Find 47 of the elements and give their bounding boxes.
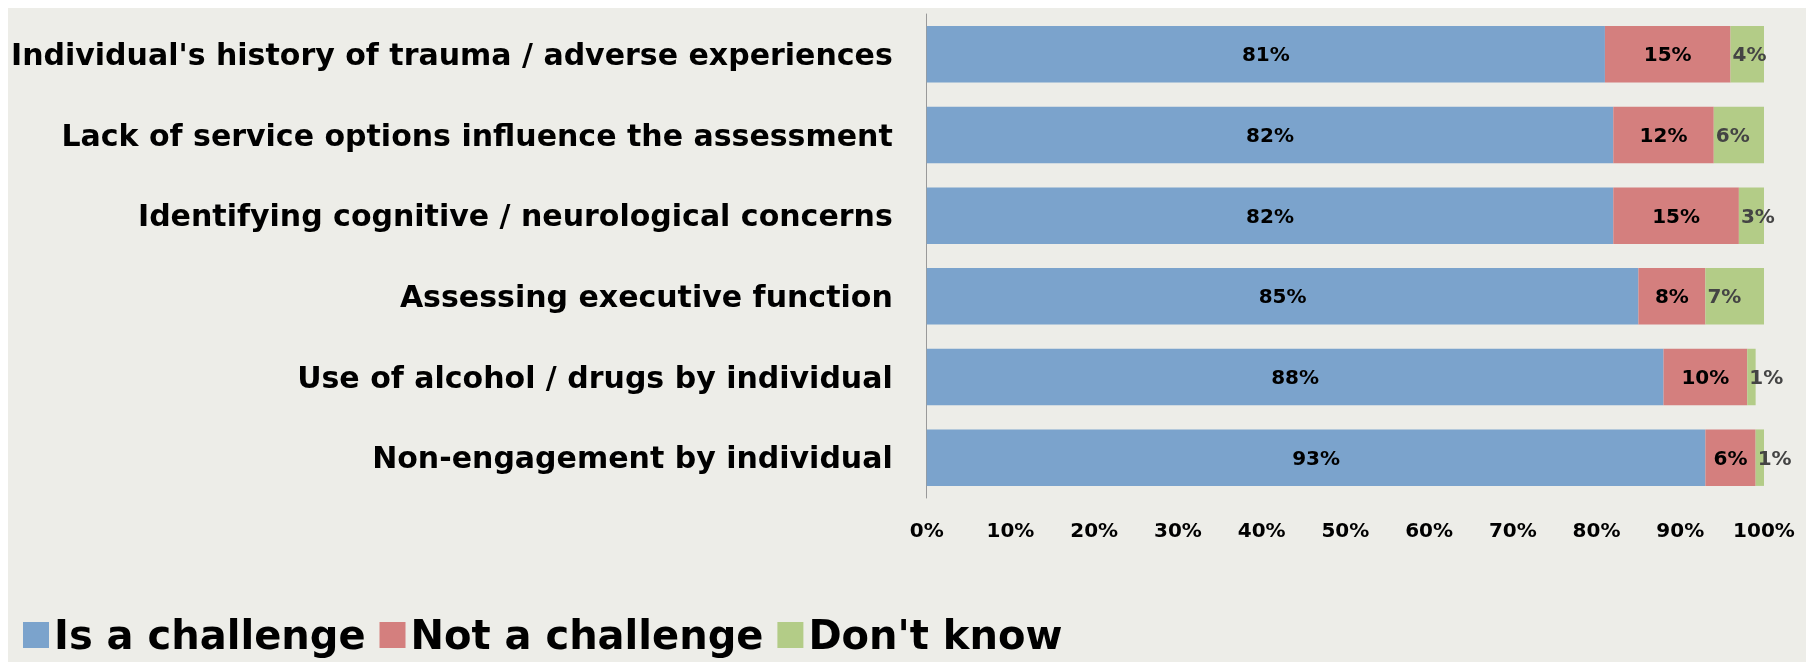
y-tick-label: Individual's history of trauma / adverse experiences <box>11 36 893 72</box>
bar <box>926 348 1664 406</box>
data-label: 15% <box>1652 203 1701 228</box>
y-tick-label: Lack of service options influence the assessment <box>61 117 893 153</box>
data-label: 7% <box>1707 284 1742 309</box>
bar <box>926 187 1614 244</box>
x-tick-label: 30% <box>1153 518 1202 542</box>
data-label: 93% <box>1292 445 1341 470</box>
y-tick-label: Non-engagement by individual <box>372 440 893 476</box>
bar <box>1705 268 1764 325</box>
x-tick-label: 90% <box>1656 518 1705 542</box>
bar <box>926 106 1614 164</box>
y-tick-label: Assessing executive function <box>399 278 893 314</box>
bar <box>1604 26 1731 83</box>
data-label: 15% <box>1643 42 1692 67</box>
x-tick-label: 0% <box>909 518 944 542</box>
x-tick-label: 40% <box>1237 518 1286 542</box>
x-tick-label: 60% <box>1405 518 1454 542</box>
bar <box>926 429 1706 486</box>
x-tick-label: 20% <box>1070 518 1119 542</box>
data-label: 81% <box>1241 42 1290 67</box>
data-label: 8% <box>1654 284 1689 309</box>
bar <box>926 26 1605 83</box>
bar <box>1613 106 1714 164</box>
bar <box>1613 187 1739 244</box>
x-tick-label: 10% <box>986 518 1035 542</box>
y-tick-label: Use of alcohol / drugs by individual <box>297 359 893 395</box>
legend-label: Don't know <box>808 612 1063 658</box>
x-tick-label: 50% <box>1321 518 1370 542</box>
y-tick-label: Identifying cognitive / neurological concerns <box>137 198 893 234</box>
data-label: 82% <box>1246 203 1294 228</box>
data-label: 85% <box>1258 284 1307 309</box>
data-label: 6% <box>1715 123 1750 147</box>
x-tick-label: 80% <box>1572 518 1621 542</box>
x-tick-label: 100% <box>1733 518 1795 542</box>
data-label: 82% <box>1246 123 1294 147</box>
bar <box>926 268 1639 325</box>
bar <box>1705 429 1756 486</box>
legend-label: Not a challenge <box>410 612 764 658</box>
data-label: 6% <box>1713 445 1748 470</box>
data-label: 88% <box>1271 365 1320 389</box>
x-tick-label: 70% <box>1488 518 1537 542</box>
data-label: 10% <box>1681 365 1730 389</box>
data-label: 12% <box>1639 123 1688 147</box>
legend-label: Is a challenge <box>54 612 366 658</box>
bar <box>1638 268 1706 325</box>
bar <box>1663 348 1748 406</box>
